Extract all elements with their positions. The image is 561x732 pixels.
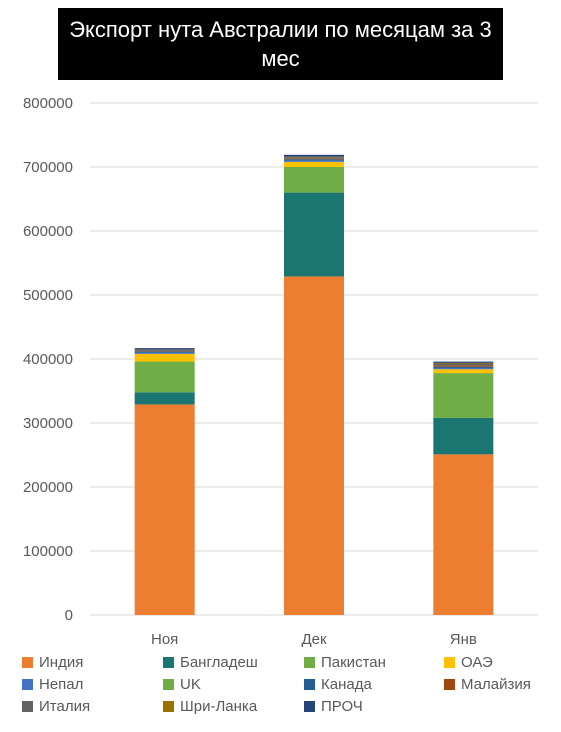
- x-category-label: Янв: [450, 631, 477, 648]
- y-axis-ticks: 0 100000 200000 300000 400000 500000 600000 700…: [23, 95, 73, 624]
- bar-segment: [284, 276, 344, 615]
- legend-swatch: [304, 679, 315, 690]
- legend-label: Италия: [39, 698, 91, 715]
- legend-item: Шри-Ланка: [163, 698, 257, 715]
- y-tick-label: 400000: [23, 351, 73, 368]
- legend-item: UK: [163, 676, 201, 693]
- bar-segment: [134, 352, 195, 354]
- y-tick-label: 600000: [23, 223, 73, 240]
- legend-item: Пакистан: [304, 654, 386, 671]
- bar-segment: [433, 361, 494, 363]
- legend-item: Италия: [22, 698, 90, 715]
- legend-label: UK: [180, 676, 201, 693]
- bars: [134, 154, 494, 615]
- legend-label: ОАЭ: [461, 654, 493, 671]
- legend-label: ПРОЧ: [321, 698, 363, 715]
- bar-segment: [284, 156, 344, 158]
- y-tick-label: 0: [65, 607, 73, 624]
- bar-segment: [134, 349, 195, 351]
- y-tick-label: 800000: [23, 95, 73, 112]
- bar-segment: [433, 369, 494, 374]
- chart-title: Экспорт нута Австралии по месяцам за 3 м…: [58, 8, 503, 80]
- bar-chart: 0 100000 200000 300000 400000 500000 600000 700…: [23, 95, 538, 648]
- bar-segment: [134, 392, 195, 405]
- legend-swatch: [163, 701, 174, 712]
- bar-segment: [134, 353, 195, 362]
- y-tick-label: 200000: [23, 479, 73, 496]
- legend-swatch: [22, 679, 33, 690]
- legend-swatch: [22, 657, 33, 668]
- bar-segment: [134, 404, 195, 615]
- bar-segment: [284, 161, 344, 167]
- legend-label: Пакистан: [321, 654, 386, 671]
- bar-segment: [433, 373, 494, 418]
- y-tick-label: 100000: [23, 543, 73, 560]
- legend-swatch: [304, 657, 315, 668]
- bar-segment: [433, 454, 494, 615]
- legend-label: Малайзия: [461, 676, 531, 693]
- legend-item: Бангладеш: [163, 654, 258, 671]
- x-category-label: Дек: [301, 631, 327, 648]
- bar-segment: [134, 361, 195, 393]
- bar-segment: [433, 363, 494, 366]
- bar-segment: [433, 417, 494, 455]
- y-tick-label: 500000: [23, 287, 73, 304]
- legend-item: Непал: [22, 676, 83, 693]
- bar-segment: [433, 362, 494, 364]
- legend-item: Индия: [22, 654, 83, 671]
- bar-segment: [433, 366, 494, 368]
- legend-item: Малайзия: [444, 676, 531, 693]
- legend-swatch: [22, 701, 33, 712]
- bar-segment: [284, 160, 344, 162]
- bar-segment: [284, 167, 344, 193]
- legend-item: Канада: [304, 676, 372, 693]
- legend-item: ОАЭ: [444, 654, 493, 671]
- legend-label: Бангладеш: [180, 654, 258, 671]
- bar-segment: [134, 350, 195, 352]
- bar-segment: [284, 192, 344, 277]
- legend-swatch: [163, 679, 174, 690]
- legend-label: Канада: [321, 676, 372, 693]
- y-tick-label: 300000: [23, 415, 73, 432]
- bar-segment: [284, 154, 344, 157]
- bar-segment: [134, 351, 195, 353]
- legend-swatch: [444, 657, 455, 668]
- x-category-label: Ноя: [151, 631, 178, 648]
- legend-label: Шри-Ланка: [180, 698, 258, 715]
- legend-swatch: [163, 657, 174, 668]
- legend-label: Индия: [39, 654, 84, 671]
- bar-segment: [433, 367, 494, 370]
- legend-swatch: [304, 701, 315, 712]
- bar-segment: [284, 158, 344, 160]
- legend-swatch: [444, 679, 455, 690]
- y-tick-label: 700000: [23, 159, 73, 176]
- bar-segment: [433, 365, 494, 367]
- legend-item: ПРОЧ: [304, 698, 363, 715]
- bar-segment: [134, 348, 195, 350]
- x-axis-labels: Ноя Дек Янв: [151, 631, 477, 648]
- bar-segment: [284, 157, 344, 159]
- bar-segment: [284, 159, 344, 161]
- legend-label: Непал: [39, 676, 84, 693]
